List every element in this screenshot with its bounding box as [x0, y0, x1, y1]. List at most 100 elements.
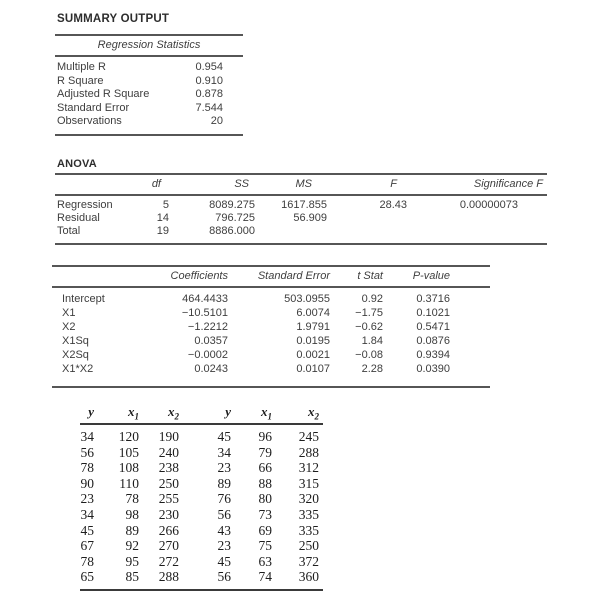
data-cell: 34 — [80, 429, 95, 444]
data-cell: 56 — [217, 569, 232, 585]
data-cell: 45 — [217, 553, 232, 569]
table-row: 65 85 288 56 74 360 — [80, 569, 323, 589]
data-cell: 89 — [125, 522, 140, 538]
anova-ms — [257, 225, 329, 243]
coef-t-stat: −0.62 — [355, 321, 383, 333]
data-cell: 250 — [298, 538, 319, 554]
regression-statistics-header: Regression Statistics — [55, 36, 243, 57]
anova-ss: 8886.000 — [209, 225, 255, 237]
table-row: 23 78 255 76 80 320 — [80, 491, 323, 507]
anova-significance-f — [409, 225, 547, 243]
data-cell: 45 — [217, 429, 232, 444]
data-cell: 56 — [80, 444, 95, 460]
data-cell: 78 — [125, 491, 140, 507]
data-cell: 230 — [158, 506, 179, 522]
data-col-x2: x2 — [143, 404, 183, 425]
data-cell: 78 — [80, 460, 95, 476]
anova-col-significance-f: Significance F — [409, 175, 547, 196]
data-cell: 76 — [217, 491, 232, 507]
data-cell: 245 — [298, 429, 319, 444]
anova-table: df SS MS F Significance F Regression 5 8… — [55, 173, 547, 245]
data-col-x1: x1 — [98, 404, 143, 425]
data-cell: 270 — [158, 538, 179, 554]
data-cell: 66 — [258, 460, 273, 476]
stat-label: Standard Error — [57, 101, 130, 114]
coef-row-label: X1*X2 — [62, 363, 94, 375]
stat-value: 20 — [210, 115, 223, 128]
data-cell: 73 — [258, 506, 273, 522]
anova-title: ANOVA — [57, 158, 97, 170]
coef-col-coefficients: Coefficients — [162, 267, 238, 288]
data-cell: 372 — [298, 553, 319, 569]
data-cell: 250 — [158, 475, 179, 491]
data-cell: 288 — [158, 569, 179, 585]
coef-row-label: X1 — [62, 307, 76, 319]
data-col-x1: x1 — [235, 404, 276, 425]
stat-label: Adjusted R Square — [57, 88, 150, 101]
table-row: Residual 14 796.725 56.909 — [55, 212, 547, 225]
table-row: X1*X2 0.0243 0.0107 2.28 0.0390 — [52, 362, 490, 386]
data-col-x2: x2 — [276, 404, 323, 425]
data-cell: 272 — [158, 553, 179, 569]
data-cell: 23 — [80, 491, 95, 507]
data-cell: 34 — [217, 444, 232, 460]
stat-value: 0.910 — [195, 74, 223, 87]
anova-f: 28.43 — [379, 199, 407, 211]
data-cell: 34 — [80, 506, 95, 522]
table-row: Multiple R 0.954 — [55, 57, 243, 75]
observations-data-table: y x1 x2 y x1 x2 34 120 190 45 96 245 — [80, 404, 323, 591]
data-cell: 95 — [125, 553, 140, 569]
data-cell: 96 — [258, 429, 273, 444]
data-cell: 335 — [298, 522, 319, 538]
data-header-row: y x1 x2 y x1 x2 — [80, 404, 323, 425]
data-cell: 75 — [258, 538, 273, 554]
data-cell: 312 — [298, 460, 319, 476]
coef-row-label: X2Sq — [62, 349, 89, 361]
table-row: 90 110 250 89 88 315 — [80, 476, 323, 492]
data-cell: 67 — [80, 538, 95, 554]
data-cell: 238 — [158, 460, 179, 476]
data-cell: 88 — [258, 475, 273, 491]
coef-standard-error: 503.0955 — [284, 293, 330, 305]
coef-col-blank — [52, 267, 162, 288]
coef-value: 0.0243 — [194, 363, 228, 375]
anova-col-blank — [55, 175, 130, 196]
coef-col-standard-error: Standard Error — [238, 267, 340, 288]
stat-label: R Square — [57, 74, 104, 87]
coef-standard-error: 0.0107 — [296, 363, 330, 375]
data-cell: 110 — [119, 475, 139, 491]
coef-col-spacer — [460, 267, 490, 288]
data-cell: 56 — [217, 506, 232, 522]
table-row: 78 108 238 23 66 312 — [80, 460, 323, 476]
anova-col-df: df — [130, 175, 169, 196]
data-cell: 74 — [258, 569, 273, 585]
coef-p-value: 0.5471 — [416, 321, 450, 333]
data-cell: 266 — [158, 522, 179, 538]
table-row: 34 120 190 45 96 245 — [80, 424, 323, 445]
anova-ss: 796.725 — [215, 212, 255, 224]
coef-row-label: X2 — [62, 321, 76, 333]
table-row: R Square 0.910 — [55, 75, 243, 89]
data-cell: 69 — [258, 522, 273, 538]
coef-row-label: X1Sq — [62, 335, 89, 347]
coef-t-stat: 2.28 — [361, 363, 383, 375]
data-cell: 85 — [125, 569, 140, 585]
table-row: 45 89 266 43 69 335 — [80, 523, 323, 539]
data-cell: 23 — [217, 460, 232, 476]
coef-value: 0.0357 — [194, 335, 228, 347]
data-cell: 240 — [158, 444, 179, 460]
data-cell: 89 — [217, 475, 232, 491]
coefficients-header-row: Coefficients Standard Error t Stat P-val… — [52, 267, 490, 288]
data-cell: 190 — [158, 429, 179, 444]
coef-value: 464.4433 — [182, 293, 228, 305]
data-cell: 90 — [80, 475, 95, 491]
data-cell: 105 — [118, 444, 139, 460]
table-row: 56 105 240 34 79 288 — [80, 445, 323, 461]
coefficients-table: Coefficients Standard Error t Stat P-val… — [52, 265, 490, 388]
data-cell: 120 — [118, 429, 139, 444]
anova-col-ms: MS — [257, 175, 329, 196]
coef-value: −10.5101 — [181, 307, 228, 319]
anova-row-label: Total — [57, 225, 81, 237]
data-cell: 45 — [80, 522, 95, 538]
